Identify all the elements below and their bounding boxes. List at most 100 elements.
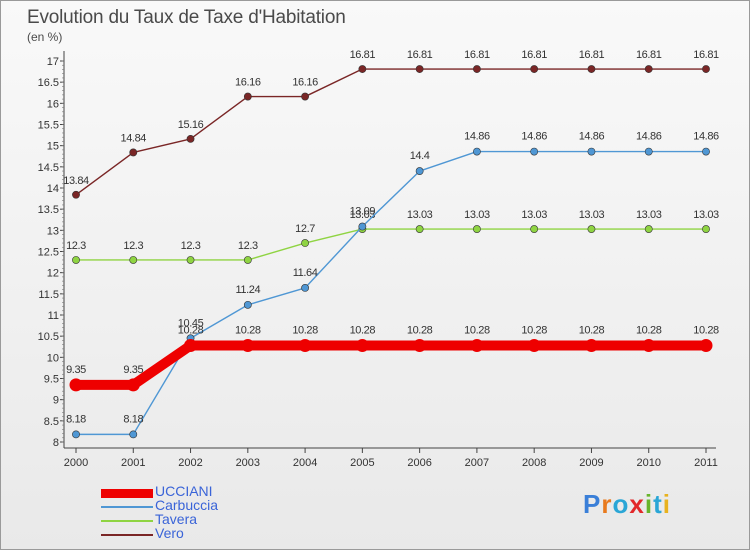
- data-point: [702, 147, 710, 156]
- data-label: 13.03: [693, 209, 719, 221]
- logo-letter: i: [662, 489, 671, 519]
- x-tick-label: 2006: [407, 457, 431, 469]
- legend-label: Tavera: [155, 511, 198, 527]
- y-tick-label: 10: [47, 352, 59, 364]
- data-point: [243, 300, 252, 309]
- y-tick-label: 9.5: [44, 374, 59, 386]
- data-point: [301, 239, 309, 247]
- data-label: 10.28: [464, 324, 490, 336]
- data-point: [301, 92, 309, 101]
- data-point: [186, 134, 195, 143]
- data-label: 10.28: [235, 324, 261, 336]
- data-label: 12.3: [66, 240, 86, 252]
- data-label: 12.3: [123, 240, 143, 252]
- data-point: [243, 92, 252, 101]
- y-tick-label: 10.5: [38, 331, 59, 343]
- x-tick-label: 2004: [293, 457, 317, 469]
- data-point: [702, 65, 710, 73]
- data-label: 14.84: [121, 132, 147, 144]
- data-label: 10.28: [693, 324, 719, 336]
- data-label: 13.09: [350, 206, 376, 218]
- proxiti-logo: Proxiti: [583, 489, 671, 520]
- data-label: 16.16: [292, 77, 318, 89]
- y-tick-label: 15: [47, 141, 59, 153]
- data-label: 14.86: [521, 131, 547, 143]
- logo-letter: x: [629, 489, 645, 519]
- data-point: [129, 148, 138, 157]
- y-tick-label: 12: [47, 268, 59, 280]
- data-label: 13.03: [636, 209, 662, 221]
- legend-swatch: [101, 506, 153, 508]
- data-point: [184, 338, 198, 352]
- data-label: 16.81: [464, 49, 490, 61]
- data-point: [415, 225, 424, 233]
- data-label: 10.28: [636, 324, 662, 336]
- data-point: [129, 430, 138, 439]
- legend-swatch: [101, 520, 153, 522]
- data-label: 13.03: [350, 209, 376, 221]
- data-point: [530, 147, 539, 156]
- data-point: [126, 378, 140, 392]
- data-point: [301, 284, 309, 292]
- x-tick-label: 2001: [121, 457, 145, 469]
- data-point: [243, 256, 252, 264]
- series-vero: 13.84 14.84 15.16 16.16 16.16 16.81 16.81 16.81…: [63, 49, 719, 199]
- data-label: 15.16: [178, 119, 204, 131]
- legend-label: UCCIANI: [155, 483, 213, 499]
- legend-label: Vero: [155, 525, 184, 541]
- data-point: [699, 338, 713, 352]
- x-tick-label: 2008: [522, 457, 546, 469]
- data-label: 11.24: [235, 284, 260, 296]
- data-point: [69, 378, 83, 392]
- data-point: [415, 167, 424, 175]
- data-label: 10.28: [521, 324, 547, 336]
- y-tick-label: 9: [53, 395, 59, 407]
- data-point: [587, 225, 596, 233]
- data-point: [355, 338, 369, 352]
- data-point: [642, 338, 656, 352]
- data-point: [358, 222, 367, 231]
- y-tick-label: 14: [47, 183, 59, 195]
- logo-letter: P: [583, 489, 602, 519]
- y-tick-label: 8: [53, 437, 59, 449]
- y-tick-label: 13.5: [38, 204, 59, 216]
- data-point: [470, 338, 484, 352]
- data-label: 9.35: [66, 364, 86, 376]
- legend-swatch: [101, 488, 153, 498]
- chart-title: Evolution du Taux de Taxe d'Habitation: [27, 7, 346, 28]
- data-label: 16.81: [407, 49, 433, 61]
- y-tick-label: 16: [47, 98, 59, 110]
- legend-item-carbuccia: Carbuccia: [101, 497, 321, 513]
- data-point: [644, 225, 653, 233]
- data-label: 8.18: [66, 413, 86, 425]
- data-point: [298, 338, 312, 352]
- y-tick-label: 11: [48, 310, 59, 322]
- data-point: [129, 256, 138, 264]
- y-tick-label: 12.5: [38, 247, 59, 259]
- data-label: 16.81: [350, 49, 376, 61]
- data-label: 10.28: [292, 324, 318, 336]
- series-line: [71, 340, 711, 390]
- series-line: [75, 150, 707, 436]
- data-point: [530, 65, 539, 73]
- y-tick-label: 11.5: [38, 289, 59, 301]
- data-point: [473, 225, 481, 233]
- data-label: 16.81: [636, 49, 662, 61]
- data-label: 16.81: [521, 49, 547, 61]
- data-point: [72, 430, 80, 439]
- data-point: [415, 65, 424, 73]
- data-label: 16.16: [235, 77, 261, 89]
- data-label: 9.35: [123, 364, 143, 376]
- data-label: 13.84: [63, 175, 89, 187]
- data-label: 10.28: [350, 324, 376, 336]
- y-tick-label: 15.5: [38, 120, 59, 132]
- data-label: 10.28: [579, 324, 605, 336]
- series-tavera: 12.3 12.3 12.3 12.3 12.7 13.03 13.03 13.03 13.03…: [66, 209, 719, 264]
- data-label: 16.81: [693, 49, 719, 61]
- data-label: 8.18: [123, 413, 143, 425]
- data-label: 13.03: [579, 209, 605, 221]
- legend-label: Carbuccia: [155, 497, 219, 513]
- data-label: 11.64: [293, 267, 318, 279]
